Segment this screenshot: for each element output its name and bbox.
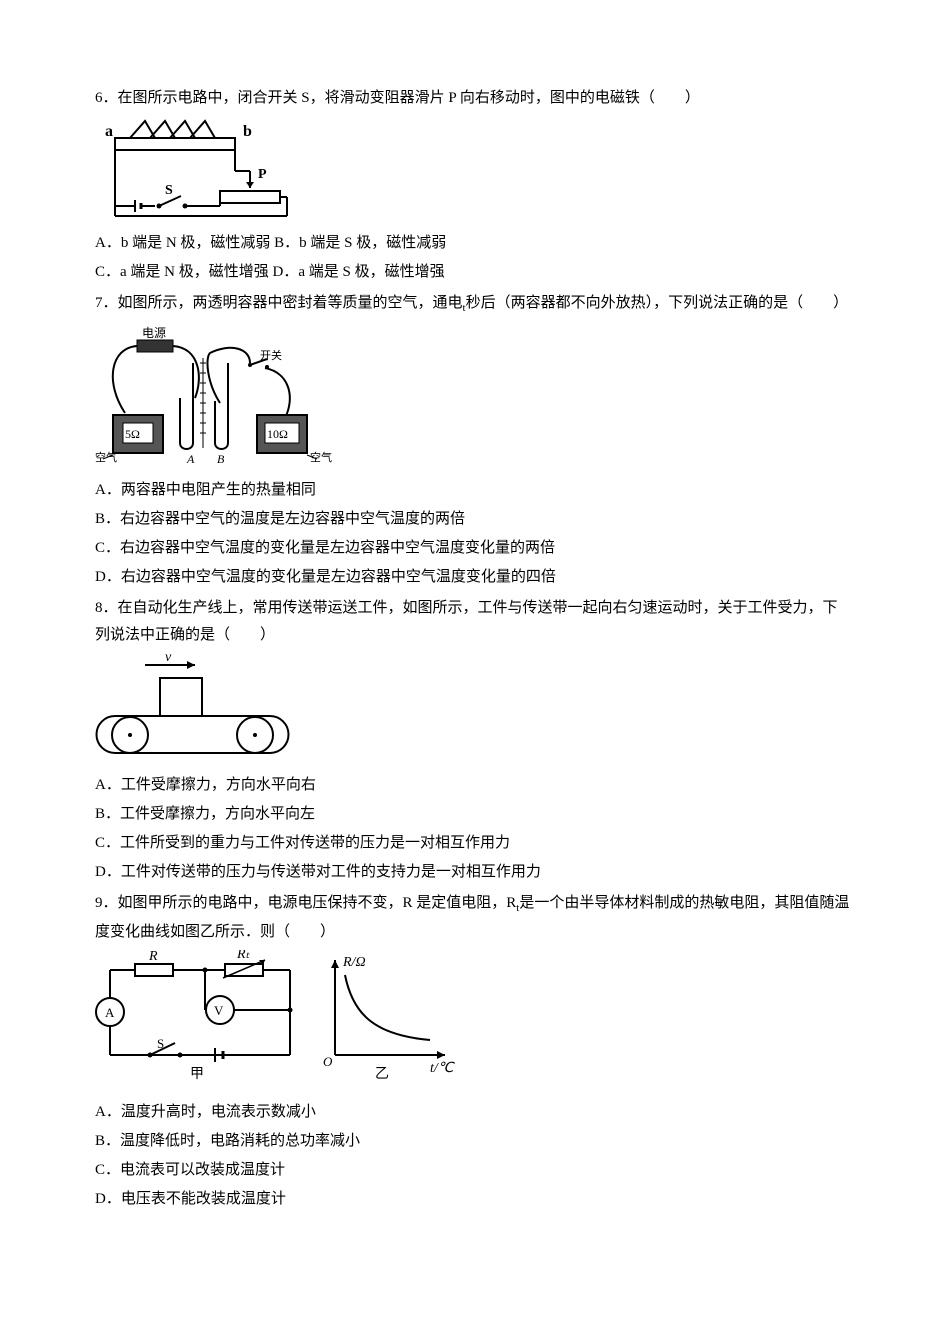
q7-body2: 秒后（两容器都不向外放热），下列说法正确的是（ ） (466, 295, 849, 311)
q7-optA: A．两容器中电阻产生的热量相同 (95, 477, 850, 504)
q6-optB: B．b 端是 S 极，磁性减弱 (274, 235, 446, 251)
q9-label-yi: 乙 (375, 1066, 389, 1082)
q6-optC: C．a 端是 N 极，磁性增强 (95, 264, 269, 280)
q7-label-air1: 空气 (95, 450, 117, 464)
q6-optD: D．a 端是 S 极，磁性增强 (273, 264, 445, 280)
q9-label-jia: 甲 (190, 1067, 204, 1082)
q7-figure: 电源 开关 5Ω 10Ω (95, 323, 850, 473)
q6-figure: a b P (95, 116, 850, 226)
q9-optC: C．电流表可以改装成温度计 (95, 1157, 850, 1184)
q8-conveyor-diagram: v (95, 653, 295, 768)
q7-label-power: 电源 (142, 326, 166, 340)
q9-text: 9．如图甲所示的电路中，电源电压保持不变，R 是定值电阻，Rt是一个由半导体材料… (95, 890, 850, 946)
q6-label-a: a (105, 123, 113, 140)
q8-number: 8． (95, 600, 118, 616)
question-7: 7．如图所示，两透明容器中密封着等质量的空气，通电t秒后（两容器都不向外放热），… (95, 290, 850, 591)
question-6: 6．在图所示电路中，闭合开关 S，将滑动变阻器滑片 P 向右移动时，图中的电磁铁… (95, 85, 850, 286)
q6-number: 6． (95, 90, 118, 106)
question-8: 8．在自动化生产线上，常用传送带运送工件，如图所示，工件与传送带一起向右匀速运动… (95, 595, 850, 886)
q6-label-b: b (243, 123, 252, 140)
question-9: 9．如图甲所示的电路中，电源电压保持不变，R 是定值电阻，Rt是一个由半导体材料… (95, 890, 850, 1213)
q7-body1: 如图所示，两透明容器中密封着等质量的空气，通电 (118, 295, 463, 311)
q7-options: A．两容器中电阻产生的热量相同 B．右边容器中空气的温度是左边容器中空气温度的两… (95, 477, 850, 591)
q9-optB: B．温度降低时，电路消耗的总功率减小 (95, 1128, 850, 1155)
q6-options: A．b 端是 N 极，磁性减弱 B．b 端是 S 极，磁性减弱 C．a 端是 N… (95, 230, 850, 286)
q9-figure: R Rₜ A V S (95, 950, 850, 1095)
q6-label-P: P (258, 167, 267, 182)
q7-optC: C．右边容器中空气温度的变化量是左边容器中空气温度变化量的两倍 (95, 535, 850, 562)
q9-number: 9． (95, 895, 118, 911)
q6-circuit-diagram: a b P (95, 116, 295, 226)
q8-options: A．工件受摩擦力，方向水平向右 B．工件受摩擦力，方向水平向左 C．工件所受到的… (95, 772, 850, 886)
q9-circuit-and-graph: R Rₜ A V S (95, 950, 465, 1095)
q8-optA: A．工件受摩擦力，方向水平向右 (95, 772, 850, 799)
q9-optA: A．温度升高时，电流表示数减小 (95, 1099, 850, 1126)
q8-body: 在自动化生产线上，常用传送带运送工件，如图所示，工件与传送带一起向右匀速运动时，… (95, 600, 838, 643)
q9-body1: 如图甲所示的电路中，电源电压保持不变，R 是定值电阻，R (118, 895, 517, 911)
q9-label-Rt: Rₜ (236, 950, 251, 962)
q7-optB: B．右边容器中空气的温度是左边容器中空气温度的两倍 (95, 506, 850, 533)
q8-label-v: v (165, 653, 172, 665)
q7-label-A: A (186, 452, 195, 466)
q6-text: 6．在图所示电路中，闭合开关 S，将滑动变阻器滑片 P 向右移动时，图中的电磁铁… (95, 85, 850, 112)
q7-number: 7． (95, 295, 118, 311)
q7-optD: D．右边容器中空气温度的变化量是左边容器中空气温度变化量的四倍 (95, 564, 850, 591)
q9-optD: D．电压表不能改装成温度计 (95, 1186, 850, 1213)
q7-label-r2: 10Ω (267, 427, 288, 441)
q6-body: 在图所示电路中，闭合开关 S，将滑动变阻器滑片 P 向右移动时，图中的电磁铁（ … (118, 90, 700, 106)
q9-label-yaxis: R/Ω (342, 955, 366, 970)
q9-options: A．温度升高时，电流表示数减小 B．温度降低时，电路消耗的总功率减小 C．电流表… (95, 1099, 850, 1213)
q6-label-S: S (165, 183, 173, 198)
q8-figure: v (95, 653, 850, 768)
q7-text: 7．如图所示，两透明容器中密封着等质量的空气，通电t秒后（两容器都不向外放热），… (95, 290, 850, 319)
q9-label-A: A (105, 1005, 115, 1020)
q8-optB: B．工件受摩擦力，方向水平向左 (95, 801, 850, 828)
q7-label-r1: 5Ω (125, 427, 140, 441)
q9-label-V: V (214, 1003, 224, 1018)
q9-label-S: S (157, 1036, 164, 1051)
q9-label-R: R (148, 950, 158, 964)
q8-optD: D．工件对传送带的压力与传送带对工件的支持力是一对相互作用力 (95, 859, 850, 886)
q9-label-O: O (323, 1054, 333, 1069)
q9-label-xaxis: t/℃ (430, 1061, 456, 1076)
q7-circuit-diagram: 电源 开关 5Ω 10Ω (95, 323, 335, 473)
q7-label-B: B (217, 452, 225, 466)
q8-optC: C．工件所受到的重力与工件对传送带的压力是一对相互作用力 (95, 830, 850, 857)
q6-optA: A．b 端是 N 极，磁性减弱 (95, 235, 270, 251)
q8-text: 8．在自动化生产线上，常用传送带运送工件，如图所示，工件与传送带一起向右匀速运动… (95, 595, 850, 649)
